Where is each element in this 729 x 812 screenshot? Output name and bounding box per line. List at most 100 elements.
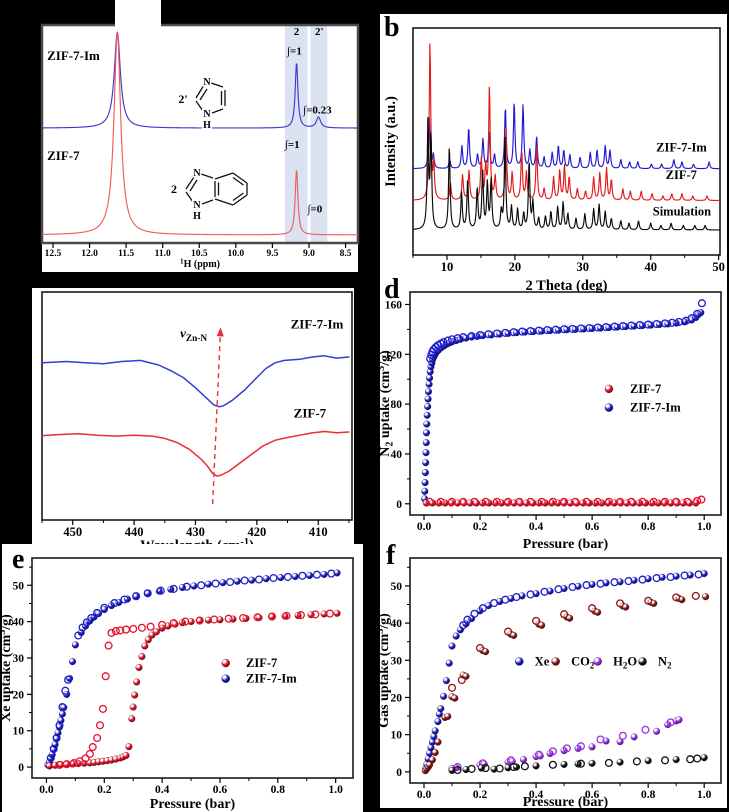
plot-frame	[31, 557, 354, 779]
svg-text:120: 120	[385, 349, 403, 361]
svg-text:40: 40	[391, 449, 403, 461]
gas-axes: 0.0 0.2 0.4 0.6 0.8 1.0 0 10 20 30 40 50	[391, 566, 712, 801]
xrd-series-2	[412, 116, 721, 231]
panel-label-b: b	[384, 12, 400, 43]
svg-text:420: 420	[247, 525, 266, 539]
xe-axes: 0.0 0.2 0.4 0.6 0.8 1.0 0 10 20 30 40 50	[13, 566, 343, 796]
gas-series-5	[453, 718, 675, 772]
svg-text:9.5: 9.5	[266, 249, 278, 259]
xe-isotherm-chart: 0.0 0.2 0.4 0.6 0.8 1.0 0 10 20 30 40 50 Pressure (b…	[0, 557, 354, 812]
n2-series-3	[425, 495, 706, 506]
svg-text:ZIF-7-Im: ZIF-7-Im	[656, 141, 707, 155]
n-atom-label: N	[193, 168, 201, 179]
benzimidazole-structure: N N H 2	[171, 167, 248, 224]
xe-series-3	[55, 609, 334, 769]
n-atom-label: N	[193, 200, 201, 211]
svg-text:8.5: 8.5	[340, 249, 352, 259]
nmr-series-1	[41, 32, 359, 236]
svg-text:0.8: 0.8	[641, 521, 656, 533]
svg-text:0.0: 0.0	[417, 789, 432, 801]
svg-text:30: 30	[577, 260, 590, 274]
position-label: 2	[171, 182, 177, 196]
gas-annotations: Xe CO2 H2O N2	[515, 654, 672, 671]
svg-text:20: 20	[509, 260, 521, 274]
svg-text:11.5: 11.5	[118, 249, 134, 259]
svg-text:50: 50	[712, 260, 725, 274]
svg-text:0: 0	[18, 762, 24, 774]
svg-text:ZIF-7-Im: ZIF-7-Im	[246, 672, 297, 686]
svg-text:430: 430	[186, 525, 205, 539]
svg-text:ZIF-7: ZIF-7	[294, 405, 327, 420]
svg-text:ZIF-7: ZIF-7	[666, 168, 697, 182]
gas-uptake-chart: 0.0 0.2 0.4 0.6 0.8 1.0 0 10 20 30 40 50 Pressure (b…	[375, 557, 722, 810]
xrd-chart: 10 20 30 40 50 2 Theta (deg) Intensity (a.u.) Z…	[383, 27, 725, 294]
fir-series-0	[41, 355, 350, 408]
svg-text:10: 10	[13, 726, 25, 738]
n2-isotherm-chart: 0.0 0.2 0.4 0.6 0.8 1.0 0 40 80 120 160 Pressure (b…	[376, 291, 722, 552]
svg-text:Pressure (bar): Pressure (bar)	[523, 537, 609, 552]
panel-e: 0.0 0.2 0.4 0.6 0.8 1.0 0 10 20 30 40 50 Pressure (b…	[0, 544, 363, 812]
svg-text:N2: N2	[658, 654, 672, 670]
svg-text:0.4: 0.4	[529, 789, 544, 801]
svg-text:11.0: 11.0	[155, 249, 171, 259]
n2-annotations: ZIF-7 ZIF-7-Im	[604, 382, 681, 415]
svg-text:∫=0: ∫=0	[307, 203, 323, 215]
fir-chart: 450440430420410Wavelength (cm-1)νZn-NZIF…	[41, 291, 353, 554]
svg-text:12.5: 12.5	[45, 249, 62, 259]
xe-annotations: ZIF-7 ZIF-7-Im	[221, 656, 297, 686]
panel-label-e: e	[12, 544, 25, 575]
svg-text:1.0: 1.0	[697, 789, 712, 801]
svg-text:40: 40	[13, 617, 25, 629]
svg-text:N2 uptake (cm3/g): N2 uptake (cm3/g)	[376, 350, 396, 457]
h-atom-label: H	[193, 211, 201, 222]
plot-frame	[412, 27, 721, 256]
nmr-series-0	[41, 31, 359, 129]
svg-text:Intensity (a.u.): Intensity (a.u.)	[383, 96, 399, 187]
svg-text:∫=1: ∫=1	[286, 45, 302, 57]
svg-text:ZIF-7-Im: ZIF-7-Im	[291, 316, 344, 331]
svg-text:H2O: H2O	[613, 654, 637, 670]
svg-text:0.0: 0.0	[417, 521, 432, 533]
svg-text:1.0: 1.0	[697, 521, 712, 533]
svg-text:20: 20	[13, 689, 25, 701]
xe-series-0	[44, 569, 341, 769]
svg-text:40: 40	[391, 618, 403, 630]
svg-text:0.2: 0.2	[473, 789, 488, 801]
svg-text:2: 2	[294, 26, 300, 38]
censor-patch	[115, 0, 161, 27]
svg-text:∫=0.23: ∫=0.23	[302, 104, 332, 116]
xrd-series-0	[412, 103, 721, 170]
nmr-annotations: ZIF-7-Im ZIF-7 ∫=1 ∫=0.23 ∫=1 ∫=0 2 2'	[47, 26, 332, 216]
position-label: 2'	[178, 92, 187, 106]
imidazole-structure: N N H 2'	[178, 76, 226, 133]
plot-frame	[409, 291, 722, 516]
right-column: 10 20 30 40 50 2 Theta (deg) Intensity (a.u.) Z…	[375, 14, 727, 810]
svg-text:30: 30	[391, 655, 403, 667]
svg-text:50: 50	[13, 580, 25, 592]
svg-text:Xe: Xe	[535, 654, 550, 668]
svg-text:410: 410	[309, 525, 328, 539]
svg-text:0.4: 0.4	[155, 784, 170, 796]
panel-c: 450440430420410Wavelength (cm-1)νZn-NZIF…	[32, 288, 354, 556]
gas-series-0	[421, 570, 708, 773]
svg-text:9.0: 9.0	[303, 249, 315, 259]
svg-text:Pressure (bar): Pressure (bar)	[523, 795, 609, 810]
svg-text:440: 440	[125, 525, 144, 539]
xe-series-1	[46, 569, 336, 763]
svg-text:0.0: 0.0	[39, 784, 54, 796]
nmr-chart: 12.5 12.0 11.5 11.0 10.5 10.0 9.5 9.0 8.5 1H (ppm…	[40, 23, 360, 270]
highlight-band	[310, 25, 328, 243]
svg-text:12.0: 12.0	[81, 249, 98, 259]
svg-text:ZIF-7-Im: ZIF-7-Im	[630, 401, 681, 415]
svg-text:0.8: 0.8	[271, 784, 286, 796]
svg-text:2 Theta (deg): 2 Theta (deg)	[526, 278, 608, 294]
svg-text:1H (ppm): 1H (ppm)	[180, 257, 220, 270]
svg-text:10: 10	[391, 730, 403, 742]
n2-series-0	[421, 309, 705, 503]
plot-frame	[41, 291, 353, 521]
highlight-band	[284, 25, 308, 243]
n2-axes: 0.0 0.2 0.4 0.6 0.8 1.0 0 40 80 120 160	[385, 299, 712, 533]
svg-text:ZIF-7: ZIF-7	[47, 148, 80, 163]
panel-label-d: d	[384, 274, 400, 305]
